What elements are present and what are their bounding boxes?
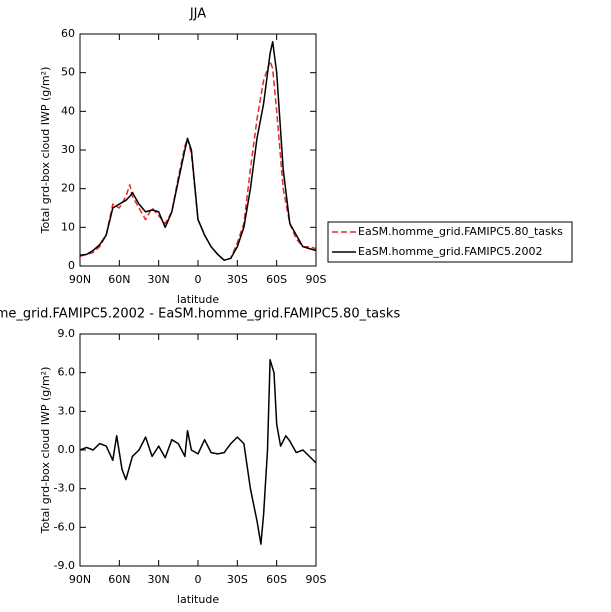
y-tick-label: 6.0 xyxy=(58,366,76,379)
x-tick-label: 90S xyxy=(306,573,327,586)
legend-label: EaSM.homme_grid.FAMIPC5.80_tasks xyxy=(358,225,563,238)
y-tick-label: 20 xyxy=(61,182,75,195)
y-axis-label: Total grd-box cloud IWP (g/m²) xyxy=(39,367,52,535)
x-tick-label: 0 xyxy=(195,273,202,286)
x-axis-label: latitude xyxy=(177,293,219,306)
y-tick-label: 10 xyxy=(61,220,75,233)
y-tick-label: -3.0 xyxy=(54,482,75,495)
y-tick-label: 50 xyxy=(61,66,75,79)
x-tick-label: 90N xyxy=(69,273,91,286)
data-line xyxy=(79,60,317,261)
data-line xyxy=(79,40,317,261)
y-tick-label: 9.0 xyxy=(58,327,76,340)
y-tick-label: 60 xyxy=(61,27,75,40)
y-tick-label: -6.0 xyxy=(54,520,75,533)
data-line xyxy=(79,359,317,545)
x-tick-label: 60S xyxy=(266,273,287,286)
x-tick-label: 60S xyxy=(266,573,287,586)
x-tick-label: 60N xyxy=(108,573,130,586)
x-tick-label: 90S xyxy=(306,273,327,286)
x-tick-label: 60N xyxy=(108,273,130,286)
x-tick-label: 90N xyxy=(69,573,91,586)
legend-label: EaSM.homme_grid.FAMIPC5.2002 xyxy=(358,245,542,258)
y-tick-label: -9.0 xyxy=(54,559,75,572)
plot-frame xyxy=(79,33,317,267)
y-tick-label: 30 xyxy=(61,143,75,156)
x-tick-label: 30N xyxy=(148,573,170,586)
chart-title: me_grid.FAMIPC5.2002 - EaSM.homme_grid.F… xyxy=(0,307,400,322)
y-tick-label: 0.0 xyxy=(58,443,76,456)
legend-box xyxy=(327,221,573,263)
y-tick-label: 40 xyxy=(61,104,75,117)
chart-title: JJA xyxy=(189,7,206,22)
y-axis-label: Total grd-box cloud IWP (g/m²) xyxy=(39,67,52,235)
x-tick-label: 30S xyxy=(227,573,248,586)
plot-frame xyxy=(79,333,317,567)
x-tick-label: 0 xyxy=(195,573,202,586)
x-tick-label: 30S xyxy=(227,273,248,286)
x-axis-label: latitude xyxy=(177,593,219,606)
y-tick-label: 0 xyxy=(68,259,75,272)
x-tick-label: 30N xyxy=(148,273,170,286)
y-tick-label: 3.0 xyxy=(58,404,76,417)
